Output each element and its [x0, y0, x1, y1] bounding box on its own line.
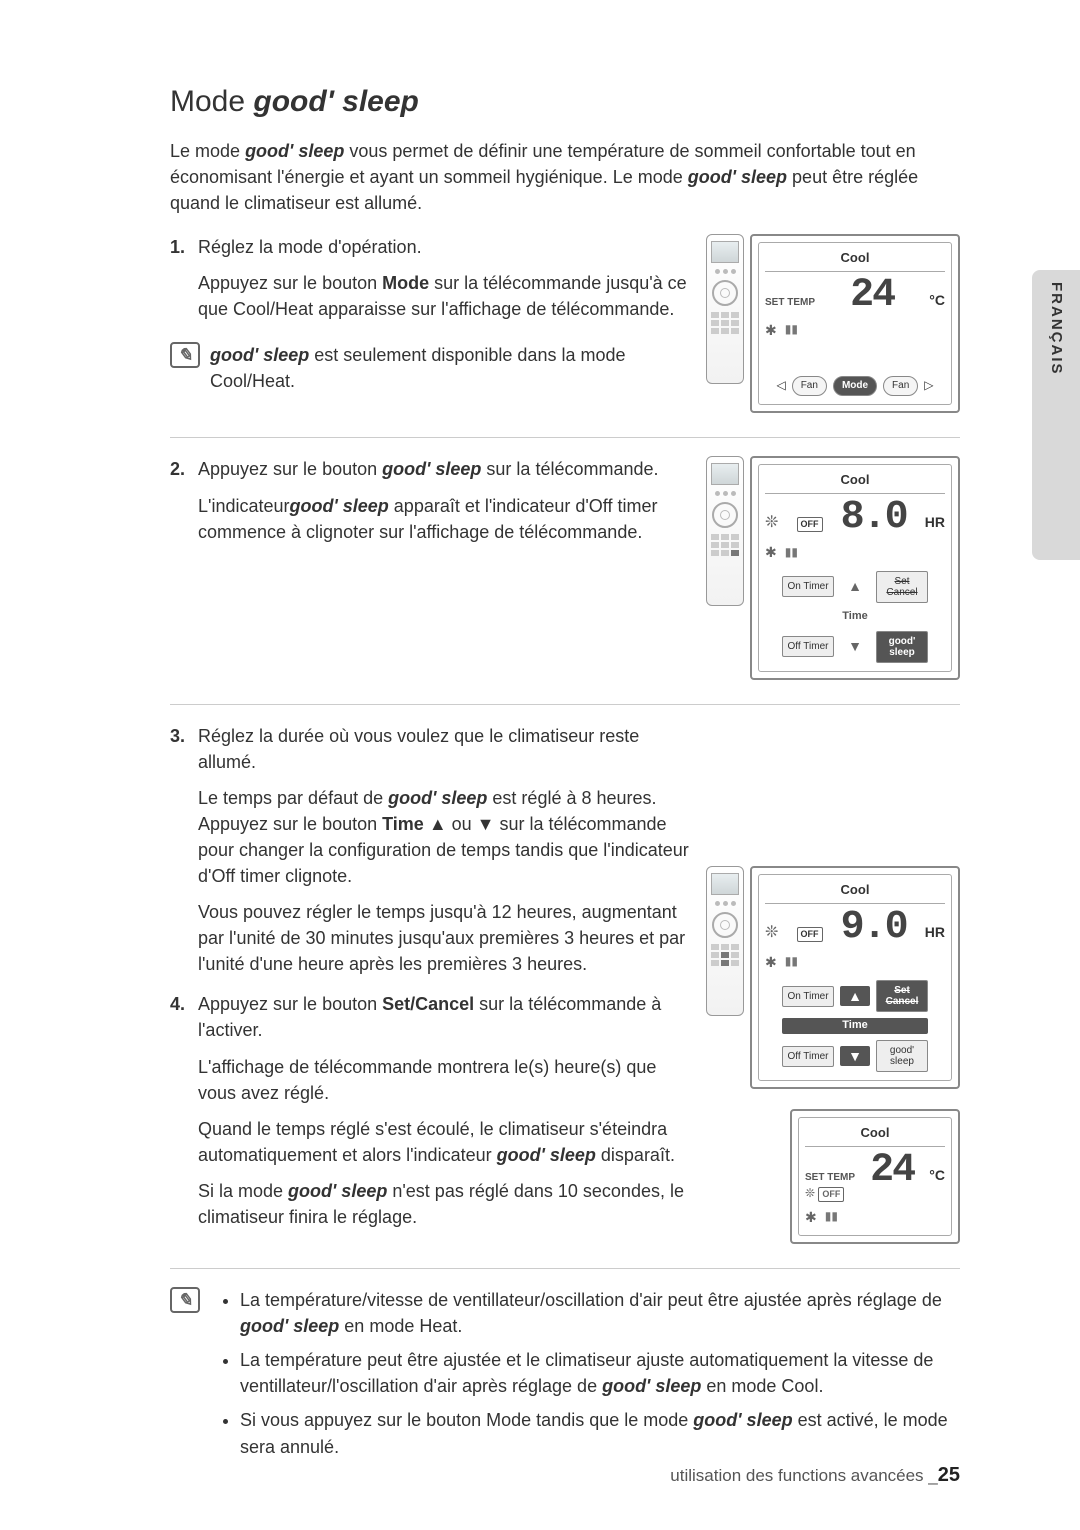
note-icon: ✎ [170, 1287, 200, 1313]
down-icon: ▼ [840, 636, 870, 656]
swirl-icon: ❊ OFF [805, 1185, 844, 1202]
remote-display-3: Cool ❊ OFF 9.0 HR ✱▮▮ On Timer ▲ Set Can… [750, 866, 960, 1089]
remote-illustration [706, 456, 744, 606]
remote-illustration [706, 866, 744, 1016]
step-1: 1. Réglez la mode d'opération. Appuyez s… [170, 234, 960, 439]
left-icon: ◁ [776, 377, 785, 394]
fan-icon: ✱ [805, 1207, 817, 1227]
list-item: 2. Appuyez sur le bouton good' sleep sur… [170, 456, 690, 544]
fan-icon: ✱ [765, 320, 777, 340]
swirl-icon: ❊ [765, 921, 778, 944]
language-tab-label: FRANÇAIS [1045, 282, 1067, 376]
language-tab: FRANÇAIS [1032, 270, 1080, 560]
up-icon: ▲ [840, 576, 870, 596]
remote-display-1: Cool SET TEMP 24 °C ✱▮▮ ◁ Fan Mode Fan ▷ [750, 234, 960, 414]
list-item: 3. Réglez la durée où vous voulez que le… [170, 723, 690, 978]
fan-icon: ✱ [765, 952, 777, 972]
notes-list: La température/vitesse de ventillateur/o… [210, 1287, 960, 1460]
list-item: 1. Réglez la mode d'opération. Appuyez s… [170, 234, 690, 322]
right-icon: ▷ [924, 377, 933, 394]
remote-display-2: Cool ❊ OFF 8.0 HR ✱▮▮ On Timer ▲ Set Can… [750, 456, 960, 679]
swirl-icon: ❊ [765, 511, 778, 534]
note-icon: ✎ [170, 342, 200, 368]
list-item: Si vous appuyez sur le bouton Mode tandi… [240, 1407, 960, 1459]
footer: utilisation des functions avancées _25 [670, 1461, 960, 1490]
page-title: Mode good' sleep [170, 80, 960, 124]
step-2: 2. Appuyez sur le bouton good' sleep sur… [170, 456, 960, 704]
remote-display-4: Cool SET TEMP ❊ OFF 24 °C ✱▮▮ [790, 1109, 960, 1244]
down-icon: ▼ [840, 1046, 870, 1066]
intro-paragraph: Le mode good' sleep vous permet de défin… [170, 138, 960, 216]
up-icon: ▲ [840, 986, 870, 1006]
remote-illustration [706, 234, 744, 384]
fan-icon: ✱ [765, 542, 777, 562]
note: ✎ good' sleep est seulement disponible d… [170, 342, 690, 394]
list-item: 4. Appuyez sur le bouton Set/Cancel sur … [170, 991, 690, 1230]
list-item: La température/vitesse de ventillateur/o… [240, 1287, 960, 1339]
step-3-4: 3. Réglez la durée où vous voulez que le… [170, 723, 960, 1270]
signal-icon: ▮▮ [785, 321, 798, 338]
list-item: La température peut être ajustée et le c… [240, 1347, 960, 1399]
